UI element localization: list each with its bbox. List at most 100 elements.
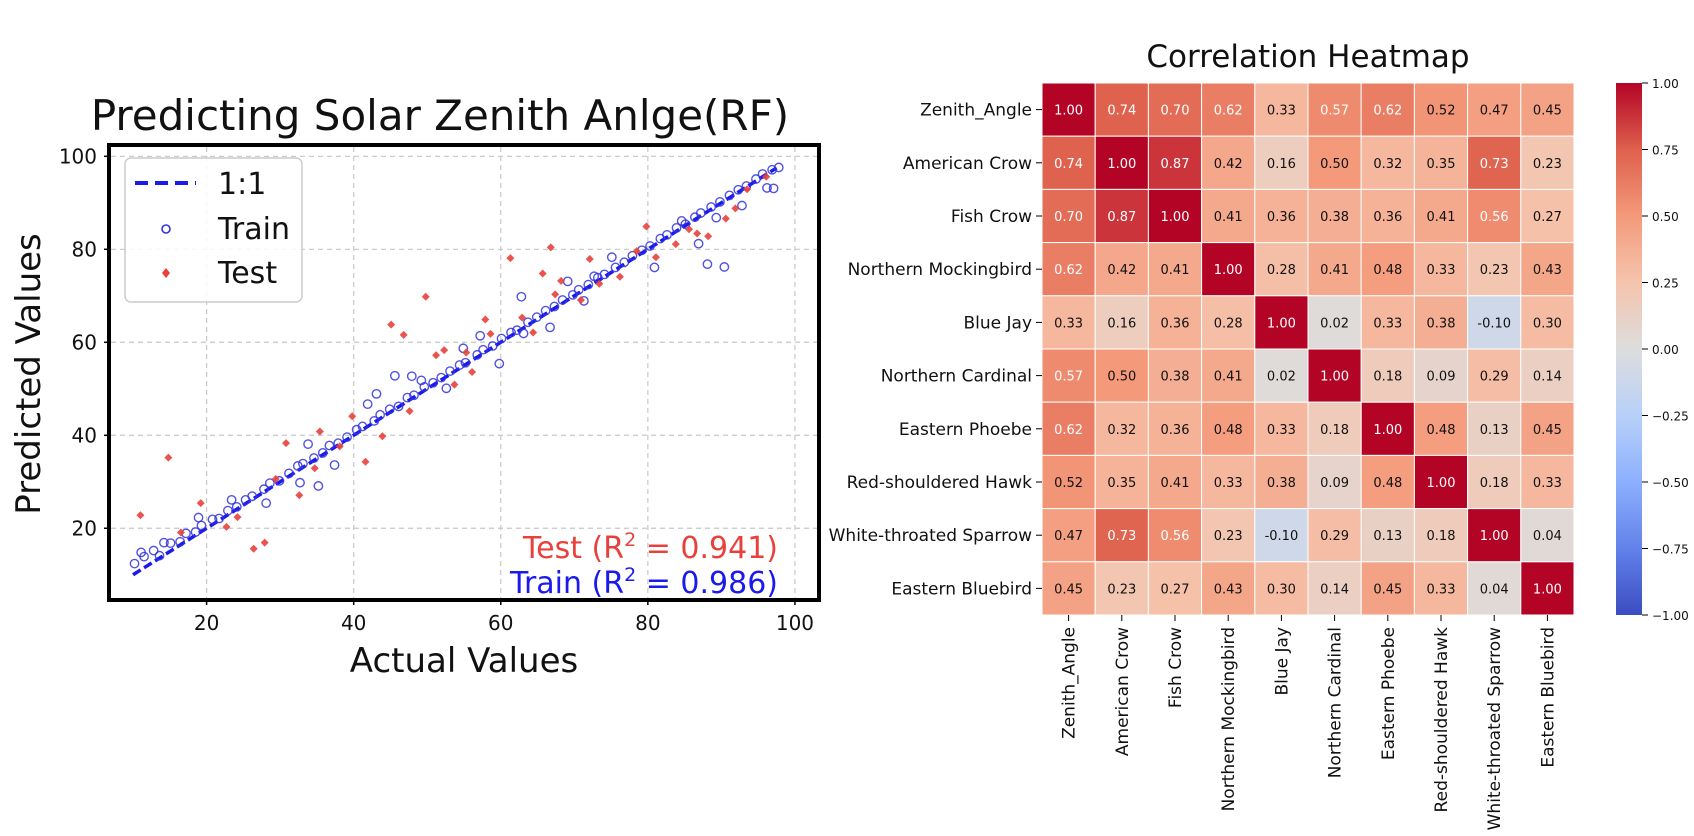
- column-label: Red-shouldered Hawk: [1432, 627, 1452, 813]
- heatmap-cell: [1520, 82, 1575, 137]
- heatmap-cell-value: 0.48: [1427, 423, 1456, 438]
- test-point: [378, 432, 387, 441]
- heatmap-cell-value: 0.14: [1320, 582, 1349, 597]
- heatmap-cell-value: 0.32: [1373, 157, 1402, 172]
- heatmap-cell-value: 0.56: [1161, 529, 1190, 544]
- test-point: [315, 427, 324, 436]
- heatmap-cell-value: 0.43: [1533, 263, 1562, 278]
- heatmap-cell-value: 0.41: [1161, 476, 1190, 491]
- heatmap-cell-value: 0.56: [1480, 210, 1509, 225]
- heatmap-cell-value: 0.41: [1427, 210, 1456, 225]
- train-point: [540, 305, 551, 316]
- train-point: [662, 229, 672, 240]
- test-point: [196, 499, 205, 508]
- heatmap-cell: [1360, 508, 1415, 563]
- legend-box: [124, 157, 303, 303]
- train-point: [214, 513, 225, 524]
- train-point: [567, 289, 578, 300]
- heatmap-cell-value: 0.87: [1161, 157, 1190, 172]
- heatmap-cell-value: 0.35: [1107, 476, 1136, 491]
- colorbar-ticks: 1.00 0.75 0.50 0.25 0.00 −0.25 −0.50 −0.75 −1.00: [1642, 77, 1689, 623]
- test-point: [518, 313, 527, 322]
- colorbar-tick-label: 1.00: [1652, 77, 1679, 91]
- test-point: [440, 346, 449, 355]
- scatter-x-ticks: 20 40 60 80 100: [194, 598, 814, 635]
- train-point: [562, 276, 573, 287]
- test-point: [651, 253, 660, 262]
- test-point: [486, 329, 495, 338]
- test-point: [405, 407, 414, 416]
- heatmap-cell-value: 0.16: [1107, 316, 1136, 331]
- heatmap-cell: [1094, 242, 1149, 297]
- heatmap-cell-value: 0.41: [1214, 370, 1243, 385]
- heatmap-cell: [1041, 82, 1096, 137]
- heatmap-cell-value: 0.38: [1320, 210, 1349, 225]
- heatmap-cell-value: 0.23: [1107, 582, 1136, 597]
- train-point: [531, 312, 542, 323]
- column-label: Zenith_Angle: [1060, 627, 1080, 739]
- train-point: [695, 208, 706, 218]
- heatmap-cell: [1360, 348, 1415, 403]
- colorbar-tick-label: −0.25: [1652, 410, 1689, 424]
- heatmap-cell: [1307, 295, 1362, 350]
- heatmap-cell: [1307, 561, 1362, 616]
- train-point: [357, 421, 368, 432]
- heatmap-cell-value: 0.50: [1107, 370, 1136, 385]
- heatmap-chart: Correlation Heatmap 1.00 0.74 0.70 0.62 0.33…: [829, 39, 1689, 830]
- heatmap-cell-value: 0.70: [1161, 104, 1190, 119]
- train-point: [129, 558, 140, 569]
- train-point: [610, 262, 621, 273]
- heatmap-cell: [1254, 135, 1309, 190]
- heatmap-cell-value: 0.33: [1533, 476, 1562, 491]
- column-label: Fish Crow: [1166, 627, 1186, 708]
- heatmap-cell: [1520, 401, 1575, 456]
- heatmap-cell-value: 0.45: [1533, 423, 1562, 438]
- train-point: [715, 196, 725, 207]
- train-point: [406, 371, 417, 382]
- legend-test-label: Test: [217, 256, 277, 291]
- heatmap-cell: [1041, 295, 1096, 350]
- heatmap-cell: [1094, 561, 1149, 616]
- heatmap-cell: [1041, 454, 1096, 510]
- test-point: [743, 185, 752, 194]
- train-point: [475, 330, 486, 341]
- heatmap-cell-value: 0.47: [1480, 104, 1509, 119]
- heatmap-cell: [1147, 188, 1203, 244]
- heatmap-cell-value: 0.30: [1533, 316, 1562, 331]
- scatter-gridlines: [111, 147, 817, 598]
- train-point: [583, 279, 594, 290]
- scatter-plot-frame: [107, 143, 821, 602]
- heatmap-cell-value: 0.23: [1480, 263, 1509, 278]
- heatmap-cell-value: 0.13: [1480, 423, 1509, 438]
- legend-test-swatch: [162, 268, 170, 278]
- heatmap-cell-value: 0.36: [1267, 210, 1296, 225]
- train-point: [768, 183, 779, 194]
- scatter-y-label: Predicted Values: [9, 233, 49, 515]
- scatter-chart: Predicting Solar Zenith Anlge(RF) 20 40 60…: [9, 91, 821, 681]
- heatmap-cell: [1254, 401, 1309, 456]
- test-point: [164, 453, 173, 462]
- train-point: [545, 322, 555, 333]
- colorbar: [1616, 83, 1642, 615]
- train-point: [711, 212, 722, 223]
- heatmap-cell: [1201, 348, 1256, 403]
- test-point: [557, 276, 566, 285]
- heatmap-cell-value: 1.00: [1161, 210, 1190, 225]
- train-point: [649, 262, 660, 273]
- heatmap-cell-value: 0.41: [1214, 210, 1243, 225]
- test-points: [136, 172, 771, 553]
- train-point: [619, 257, 630, 268]
- heatmap-cell: [1147, 401, 1203, 456]
- heatmap-cell-value: 0.18: [1373, 370, 1402, 385]
- heatmap-cell-value: 0.33: [1214, 476, 1243, 491]
- test-point: [450, 380, 459, 389]
- heatmap-cell: [1467, 295, 1522, 350]
- train-point: [284, 468, 294, 479]
- heatmap-cell-value: 0.38: [1427, 316, 1456, 331]
- heatmap-cell: [1041, 188, 1096, 244]
- train-point: [627, 250, 638, 261]
- train-point: [676, 216, 687, 226]
- heatmap-cell-value: 0.45: [1373, 582, 1402, 597]
- heatmap-cell-value: 0.33: [1267, 104, 1296, 119]
- heatmap-cell: [1201, 454, 1256, 510]
